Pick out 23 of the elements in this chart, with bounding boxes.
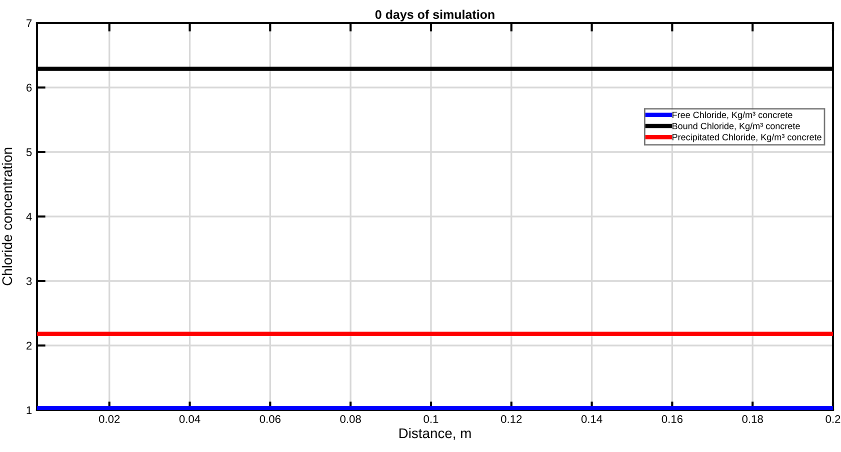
chart-title: 0 days of simulation: [375, 10, 494, 22]
x-tick-label: 0.06: [260, 415, 280, 424]
x-tick-label: 0.14: [581, 415, 602, 424]
legend-label: Precipitated Chloride, Kg/m³ concrete: [672, 134, 822, 142]
x-axis-title: Distance, m: [399, 428, 471, 440]
x-tick-label: 0.02: [98, 415, 120, 424]
x-tick-label: 0.04: [179, 415, 200, 424]
x-tick-label: 0.12: [501, 415, 522, 424]
y-tick-label: 5: [26, 148, 32, 156]
x-tick-label: 0.1: [424, 415, 438, 424]
legend-label: Bound Chloride, Kg/m³ concrete: [672, 122, 800, 132]
y-tick-label: 2: [26, 342, 32, 350]
y-tick-label: 4: [26, 212, 32, 221]
x-tick-label: 0.18: [742, 415, 763, 424]
y-tick-label: 7: [26, 19, 32, 28]
x-tick-label: 0.2: [826, 415, 840, 424]
legend-label: Free Chloride, Kg/m³ concrete: [672, 111, 792, 120]
y-tick-label: 6: [26, 84, 32, 92]
y-axis-title: Chloride concentration: [2, 148, 12, 286]
x-tick-label: 0.16: [662, 415, 683, 424]
y-tick-label: 3: [26, 277, 32, 286]
y-tick-label: 1: [26, 406, 32, 414]
x-tick-label: 0.08: [340, 415, 361, 424]
